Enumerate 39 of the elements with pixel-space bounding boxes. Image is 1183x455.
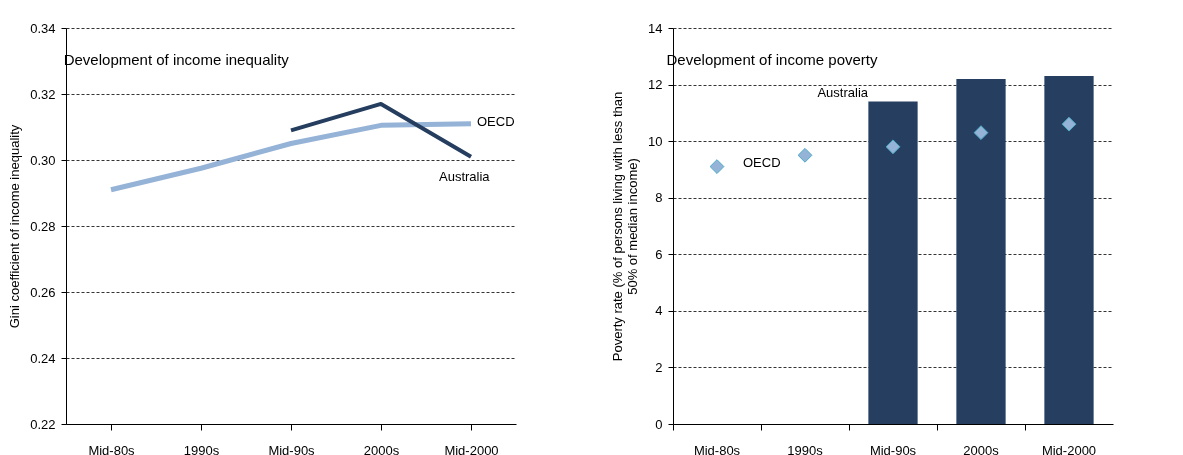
y-tick-label: 0.32 <box>30 86 56 102</box>
point <box>973 125 989 141</box>
x-tick-label: Mid-90s <box>869 442 917 455</box>
series-label: Australia <box>439 168 491 184</box>
y-tick-label: 6 <box>655 246 663 262</box>
y-tick-label: 0.30 <box>30 152 56 168</box>
x-tick-label: Mid-2000 <box>444 442 499 455</box>
y-tick-label: 2 <box>655 359 663 375</box>
x-tick-label: 2000s <box>363 442 400 455</box>
point <box>797 147 813 163</box>
x-tick-label: Mid-80s <box>693 442 741 455</box>
x-tick-label: 1990s <box>787 442 824 455</box>
x-tick-label: Mid-90s <box>268 442 316 455</box>
bar <box>1044 76 1094 424</box>
y-axis-title: Gini coefficient of income inequality <box>7 124 23 329</box>
y-axis-title: Poverty rate (% of persons living with less than 50% of median income) <box>610 91 641 362</box>
series-label: OECD <box>477 113 515 129</box>
point <box>1061 116 1077 132</box>
bar <box>868 101 918 424</box>
series-label: OECD <box>743 154 781 170</box>
y-tick-label: 8 <box>655 190 663 206</box>
y-tick-label: 0.22 <box>30 416 56 432</box>
y-tick-label: 0.26 <box>30 284 56 300</box>
y-tick-label: 4 <box>655 303 663 319</box>
x-tick-label: 1990s <box>183 442 220 455</box>
y-tick-label: 0.34 <box>30 20 56 36</box>
y-tick-label: 10 <box>648 133 663 149</box>
y-tick-label: 12 <box>648 77 663 93</box>
y-tick-label: 0.28 <box>30 218 56 234</box>
bar <box>956 78 1006 424</box>
x-tick-label: Mid-2000 <box>1041 442 1097 455</box>
point <box>885 139 901 155</box>
series-label: Australia <box>817 84 869 100</box>
point <box>709 159 725 174</box>
x-tick-label: 2000s <box>963 442 1000 455</box>
y-tick-label: 14 <box>648 20 663 36</box>
x-tick-label: Mid-80s <box>88 442 136 455</box>
y-tick-label: 0 <box>655 416 663 432</box>
y-tick-label: 0.24 <box>30 350 56 366</box>
